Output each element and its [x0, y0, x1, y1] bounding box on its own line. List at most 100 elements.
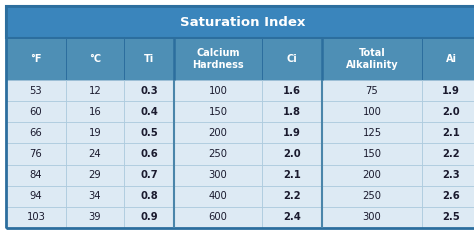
Bar — [322, 165, 422, 186]
Text: 0.3: 0.3 — [140, 86, 158, 95]
Bar — [174, 186, 262, 207]
Bar — [422, 38, 474, 80]
Bar — [6, 80, 66, 101]
Bar — [66, 143, 124, 165]
Bar — [124, 165, 174, 186]
Bar — [422, 186, 474, 207]
Bar — [422, 143, 474, 165]
Bar — [124, 122, 174, 143]
Bar — [124, 143, 174, 165]
Text: 300: 300 — [363, 212, 382, 223]
Text: 250: 250 — [209, 149, 228, 159]
Text: 1.9: 1.9 — [442, 86, 460, 95]
Bar — [174, 101, 262, 122]
Text: Ti: Ti — [144, 54, 154, 64]
Text: 0.5: 0.5 — [140, 128, 158, 138]
Bar — [422, 207, 474, 228]
Bar — [174, 122, 262, 143]
Bar — [422, 80, 474, 101]
Bar — [6, 143, 66, 165]
Text: 76: 76 — [29, 149, 42, 159]
Text: 1.6: 1.6 — [283, 86, 301, 95]
Text: 1.8: 1.8 — [283, 107, 301, 117]
Text: 0.9: 0.9 — [140, 212, 158, 223]
Text: 150: 150 — [209, 107, 228, 117]
Text: 2.1: 2.1 — [442, 128, 460, 138]
Text: 600: 600 — [209, 212, 228, 223]
Bar — [262, 165, 322, 186]
Bar — [262, 186, 322, 207]
Text: 103: 103 — [27, 212, 46, 223]
Text: 29: 29 — [89, 170, 101, 180]
Bar — [174, 207, 262, 228]
Text: Ci: Ci — [287, 54, 297, 64]
Text: 0.7: 0.7 — [140, 170, 158, 180]
Bar — [174, 165, 262, 186]
Bar — [322, 101, 422, 122]
Bar — [262, 207, 322, 228]
Text: 24: 24 — [89, 149, 101, 159]
Bar — [66, 207, 124, 228]
Bar — [322, 143, 422, 165]
Bar — [322, 207, 422, 228]
Bar — [322, 122, 422, 143]
Bar — [124, 186, 174, 207]
Text: °F: °F — [30, 54, 42, 64]
Bar — [6, 207, 66, 228]
Bar — [124, 207, 174, 228]
Text: 1.9: 1.9 — [283, 128, 301, 138]
Bar — [262, 38, 322, 80]
Text: 125: 125 — [363, 128, 382, 138]
Text: 250: 250 — [363, 191, 382, 201]
Bar — [6, 186, 66, 207]
Text: 2.2: 2.2 — [283, 191, 301, 201]
Text: 2.3: 2.3 — [442, 170, 460, 180]
Text: 2.1: 2.1 — [283, 170, 301, 180]
Bar — [322, 80, 422, 101]
Bar — [262, 101, 322, 122]
Text: 2.4: 2.4 — [283, 212, 301, 223]
Bar — [6, 38, 66, 80]
Bar — [174, 143, 262, 165]
Text: Saturation Index: Saturation Index — [180, 15, 306, 29]
Bar — [6, 165, 66, 186]
Bar — [262, 143, 322, 165]
Bar — [262, 80, 322, 101]
Text: 0.8: 0.8 — [140, 191, 158, 201]
Text: 66: 66 — [29, 128, 42, 138]
Text: 0.6: 0.6 — [140, 149, 158, 159]
Bar — [66, 165, 124, 186]
Bar — [422, 165, 474, 186]
Text: 2.5: 2.5 — [442, 212, 460, 223]
Bar — [6, 122, 66, 143]
Text: 84: 84 — [30, 170, 42, 180]
Bar — [66, 80, 124, 101]
Bar — [124, 80, 174, 101]
Text: 19: 19 — [89, 128, 101, 138]
Text: 150: 150 — [363, 149, 382, 159]
Text: 100: 100 — [209, 86, 228, 95]
Text: 400: 400 — [209, 191, 228, 201]
Bar — [322, 186, 422, 207]
Text: 39: 39 — [89, 212, 101, 223]
Text: Ai: Ai — [446, 54, 456, 64]
Bar — [262, 122, 322, 143]
Bar — [66, 101, 124, 122]
Bar — [422, 122, 474, 143]
Text: 60: 60 — [30, 107, 42, 117]
Text: Total
Alkalinity: Total Alkalinity — [346, 48, 398, 70]
Bar — [66, 38, 124, 80]
Bar — [174, 38, 262, 80]
Text: 75: 75 — [365, 86, 378, 95]
Text: 94: 94 — [30, 191, 42, 201]
Text: 2.0: 2.0 — [442, 107, 460, 117]
Text: 34: 34 — [89, 191, 101, 201]
Bar — [322, 38, 422, 80]
Text: 16: 16 — [89, 107, 101, 117]
Text: 100: 100 — [363, 107, 382, 117]
Bar — [6, 6, 474, 38]
Bar — [124, 38, 174, 80]
Text: 2.0: 2.0 — [283, 149, 301, 159]
Bar — [6, 101, 66, 122]
Bar — [124, 101, 174, 122]
